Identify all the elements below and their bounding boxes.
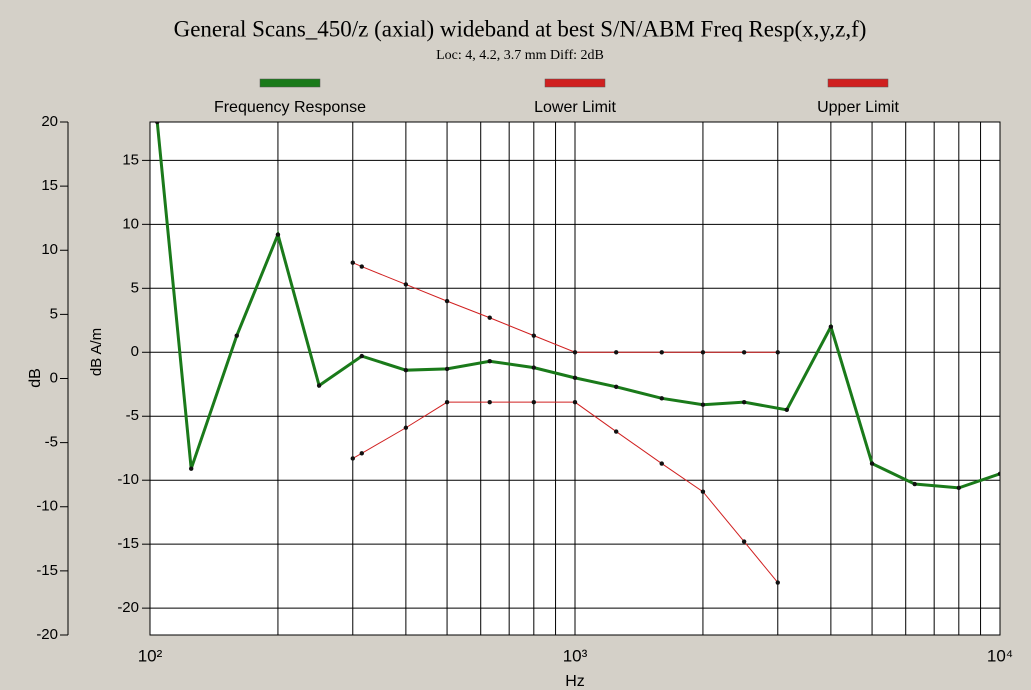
y-tick-label: 0 [131,343,139,360]
data-point [997,471,1000,477]
chart-title: General Scans_450/z (axial) wideband at … [174,16,867,41]
y2-tick-label: -10 [36,498,58,515]
x-axis-label: Hz [565,673,585,690]
data-point [613,429,619,434]
data-point [444,366,450,372]
data-point [403,425,409,430]
data-point [531,365,537,370]
data-point [572,399,578,405]
data-point [487,399,492,405]
y2-tick-label: -5 [45,434,58,451]
series-line [352,401,779,583]
series-line [352,262,778,353]
data-point [444,298,450,304]
plot-border [149,121,1001,636]
x-tick-label: 10² [138,646,163,665]
data-point [700,350,706,355]
y2-axis-label: dB [27,368,44,388]
data-point [700,489,706,494]
data-point [350,456,355,461]
legend-label: Upper Limit [817,99,899,116]
y2-tick-label: 0 [50,369,58,386]
data-point [359,353,364,359]
series [350,260,780,355]
y-tick-label: 5 [131,279,139,296]
data-point [741,350,747,355]
y2-tick-label: 15 [41,177,58,194]
data-point [275,232,281,237]
y-tick-label: -20 [117,599,139,616]
x-tick-label: 10³ [563,646,588,665]
data-point [572,350,578,355]
data-point [912,481,917,487]
legend-swatch [259,78,321,88]
data-point [659,396,664,401]
data-point [359,451,364,456]
data-point [359,264,364,269]
legend-label: Frequency Response [214,99,366,116]
y-tick-label: -10 [117,471,139,488]
chart-subtitle: Loc: 4, 4.2, 3.7 mm Diff: 2dB [436,48,604,63]
data-point [659,350,664,355]
x-tick-label: 10⁴ [987,646,1013,665]
data-point [487,359,492,364]
series [350,399,780,585]
y-tick-label: -5 [126,407,139,424]
y2-tick-label: -20 [36,626,58,643]
legend-swatch [544,78,606,88]
data-point [403,367,409,373]
series [155,122,1000,491]
data-point [700,402,706,407]
data-point [659,461,664,466]
y-tick-label: 15 [122,151,139,168]
data-point [828,324,834,329]
data-point [956,485,962,491]
y-tick-label: 10 [122,215,139,232]
legend-label: Lower Limit [534,99,616,116]
data-point [487,315,492,320]
data-point [444,399,450,405]
data-point [572,375,578,381]
data-point [316,383,322,388]
data-point [350,260,355,265]
data-point [775,580,780,585]
data-point [531,399,537,405]
data-point [613,350,619,355]
y2-tick-label: -15 [36,562,58,579]
data-point [531,333,537,338]
data-point [234,333,239,338]
data-point [784,407,789,413]
data-point [869,461,875,466]
data-point [188,466,194,471]
data-point [403,282,409,287]
y2-tick-label: 10 [41,241,58,258]
data-point [613,384,619,390]
data-point [775,350,780,355]
y2-tick-label: 20 [41,113,58,130]
y2-tick-label: 5 [50,305,58,322]
y-axis-label: dB A/m [88,328,105,376]
y-tick-label: -15 [117,535,139,552]
data-point [741,539,747,544]
legend-swatch [827,78,889,88]
data-point [741,399,747,405]
data-point [155,122,160,125]
